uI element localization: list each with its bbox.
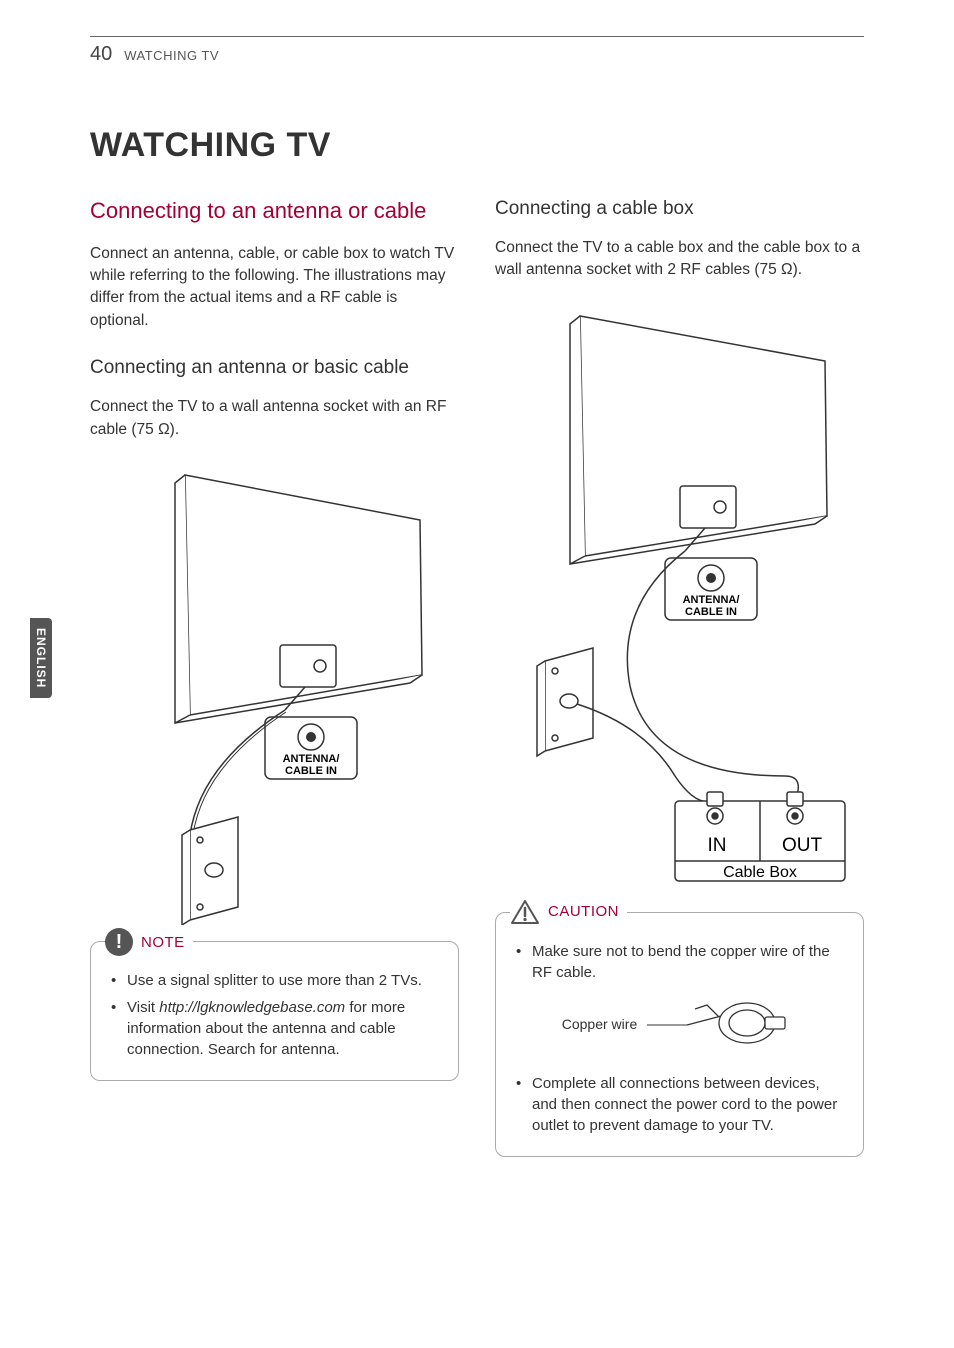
- section-title-antenna: Connecting to an antenna or cable: [90, 197, 459, 225]
- svg-text:CABLE IN: CABLE IN: [685, 606, 737, 618]
- left-column: Connecting to an antenna or cable Connec…: [90, 197, 459, 1157]
- note-item: Use a signal splitter to use more than 2…: [111, 970, 442, 991]
- copper-wire-figure: Copper wire: [512, 995, 847, 1055]
- note-title-wrap: ! NOTE: [105, 928, 193, 956]
- main-title: WATCHING TV: [90, 126, 864, 165]
- right-column: Connecting a cable box Connect the TV to…: [495, 197, 864, 1157]
- svg-text:IN: IN: [708, 835, 727, 856]
- intro-text-left: Connect an antenna, cable, or cable box …: [90, 243, 459, 333]
- page: 40 WATCHING TV WATCHING TV Connecting to…: [0, 0, 954, 1197]
- page-header: 40 WATCHING TV: [90, 43, 864, 66]
- svg-text:CABLE IN: CABLE IN: [285, 765, 337, 777]
- header-rule: [90, 36, 864, 37]
- caution-list-2: Complete all connections between devices…: [512, 1073, 847, 1136]
- subsection-title-basic-cable: Connecting an antenna or basic cable: [90, 356, 459, 380]
- svg-text:ANTENNA/: ANTENNA/: [283, 753, 340, 765]
- svg-text:Cable Box: Cable Box: [723, 864, 797, 881]
- note-label: NOTE: [141, 932, 185, 953]
- page-number: 40: [90, 43, 112, 66]
- svg-text:ANTENNA/: ANTENNA/: [683, 594, 740, 606]
- content-columns: Connecting to an antenna or cable Connec…: [90, 197, 864, 1157]
- caution-callout: CAUTION Make sure not to bend the copper…: [495, 912, 864, 1157]
- copper-wire-label: Copper wire: [562, 1015, 637, 1035]
- caution-title-wrap: CAUTION: [510, 899, 627, 925]
- section-title-cablebox: Connecting a cable box: [495, 197, 864, 221]
- caution-icon: [510, 899, 540, 925]
- caution-label: CAUTION: [548, 901, 619, 922]
- note-item: Visit http://lgknowledgebase.com for mor…: [111, 997, 442, 1060]
- caution-item: Complete all connections between devices…: [516, 1073, 847, 1136]
- figure-cablebox-connection: ANTENNA/ CABLE IN: [495, 306, 864, 896]
- intro-text-right: Connect the TV to a cable box and the ca…: [495, 237, 864, 282]
- note-list: Use a signal splitter to use more than 2…: [107, 970, 442, 1060]
- caution-list: Make sure not to bend the copper wire of…: [512, 941, 847, 983]
- caution-item: Make sure not to bend the copper wire of…: [516, 941, 847, 983]
- figure-antenna-connection: ANTENNA/ CABLE IN: [90, 465, 459, 925]
- header-title: WATCHING TV: [124, 48, 219, 63]
- note-callout: ! NOTE Use a signal splitter to use more…: [90, 941, 459, 1081]
- subsection-text-basic-cable: Connect the TV to a wall antenna socket …: [90, 396, 459, 441]
- note-icon: !: [105, 928, 133, 956]
- svg-text:OUT: OUT: [782, 835, 823, 856]
